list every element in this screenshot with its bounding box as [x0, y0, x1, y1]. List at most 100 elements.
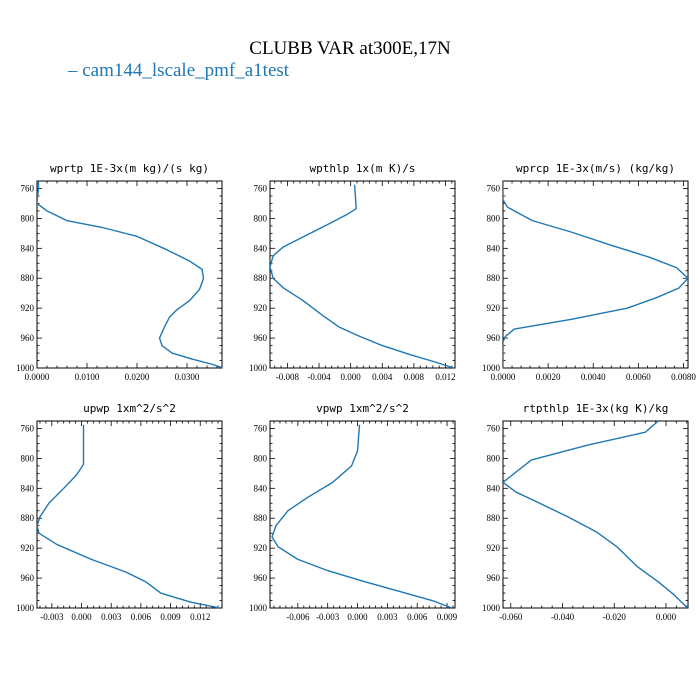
legend-series-name: cam144_lscale_pmf_a1test: [82, 60, 290, 81]
x-tick-label: 0.000: [341, 372, 362, 382]
y-tick-label: 920: [21, 303, 35, 313]
series-line: [270, 184, 454, 368]
y-tick-label: 1000: [16, 603, 35, 613]
y-tick-label: 880: [487, 273, 501, 283]
x-tick-label: 0.0040: [581, 372, 606, 382]
x-tick-label: -0.060: [499, 612, 523, 622]
y-tick-label: 880: [21, 513, 35, 523]
panel-1: wprtp 1E-3x(m kg)/(s kg) 760 800 840 880 920 9…: [16, 162, 223, 382]
plot-frame: [36, 180, 223, 369]
y-tick-label: 960: [254, 573, 268, 583]
x-tick-label: 0.0100: [75, 372, 100, 382]
x-tick-label: 0.003: [377, 612, 398, 622]
panel-title: rtpthlp 1E-3x(kg K)/kg: [523, 402, 669, 415]
series-line: [37, 181, 222, 368]
panel-6: rtpthlp 1E-3x(kg K)/kg 760 800 840 880 920 960…: [482, 402, 689, 622]
x-tick-label: 0.0000: [491, 372, 516, 382]
panel-4: upwp 1xm^2/s^2 760 800 840 880 920 960 1000 -0.0…: [16, 402, 223, 622]
y-tick-label: 920: [254, 303, 268, 313]
panel-2: wpthlp 1x(m K)/s 760 800 840 880 920 960 1000 -0…: [249, 162, 456, 382]
y-tick-label: 960: [487, 573, 501, 583]
x-tick-label: 0.0300: [175, 372, 200, 382]
plot-frame: [36, 420, 223, 609]
y-tick-label: 760: [21, 423, 35, 433]
x-tick-label: 0.009: [160, 612, 181, 622]
x-tick-label: 0.012: [190, 612, 210, 622]
x-tick-label: 0.000: [71, 612, 92, 622]
x-tick-label: -0.040: [551, 612, 575, 622]
x-tick-label: 0.0080: [671, 372, 696, 382]
y-tick-label: 920: [487, 303, 501, 313]
x-tick-label: 0.0000: [25, 372, 50, 382]
y-tick-label: 800: [254, 213, 268, 223]
panel-title: upwp 1xm^2/s^2: [83, 402, 176, 415]
y-tick-label: 840: [487, 483, 501, 493]
x-tick-label: 0.0020: [536, 372, 561, 382]
y-tick-label: 960: [21, 333, 35, 343]
x-tick-label: 0.006: [407, 612, 428, 622]
y-tick-label: 840: [21, 483, 35, 493]
y-tick-label: 960: [254, 333, 268, 343]
series-line: [271, 424, 453, 608]
panel-title: wprtp 1E-3x(m kg)/(s kg): [50, 162, 209, 175]
x-tick-label: -0.020: [603, 612, 627, 622]
y-tick-label: 760: [487, 183, 501, 193]
panel-5: vpwp 1xm^2/s^2 760 800 840 880 920 960 1000 -0.0…: [249, 402, 458, 622]
y-tick-label: 920: [254, 543, 268, 553]
series-line: [37, 424, 221, 608]
x-tick-label: 0.0060: [626, 372, 651, 382]
x-tick-label: 0.012: [435, 372, 455, 382]
panel-3: wprcp 1E-3x(m/s) (kg/kg) 760 800 840 880 920 9…: [482, 162, 696, 382]
y-tick-label: 760: [254, 423, 268, 433]
y-tick-label: 760: [21, 183, 35, 193]
y-tick-label: 840: [254, 243, 268, 253]
y-tick-label: 760: [487, 423, 501, 433]
x-tick-label: -0.004: [307, 372, 331, 382]
x-tick-label: -0.006: [286, 612, 310, 622]
y-tick-label: 880: [254, 273, 268, 283]
y-tick-label: 800: [487, 213, 501, 223]
y-tick-label: 920: [487, 543, 501, 553]
y-tick-label: 800: [487, 453, 501, 463]
x-tick-label: 0.008: [404, 372, 425, 382]
y-tick-label: 840: [487, 243, 501, 253]
x-tick-label: 0.004: [372, 372, 393, 382]
x-tick-label: 0.006: [131, 612, 152, 622]
legend: – cam144_lscale_pmf_a1test: [68, 60, 289, 82]
y-tick-label: 880: [254, 513, 268, 523]
y-tick-label: 960: [487, 333, 501, 343]
y-tick-label: 1000: [482, 603, 501, 613]
y-tick-label: 880: [21, 273, 35, 283]
series-line: [503, 421, 688, 608]
panel-title: vpwp 1xm^2/s^2: [316, 402, 409, 415]
x-tick-label: -0.003: [316, 612, 340, 622]
x-tick-label: -0.008: [276, 372, 300, 382]
plot-frame: [269, 180, 456, 369]
y-tick-label: 960: [21, 573, 35, 583]
y-tick-label: 1000: [482, 363, 501, 373]
panel-title: wprcp 1E-3x(m/s) (kg/kg): [516, 162, 675, 175]
y-tick-label: 840: [254, 483, 268, 493]
plot-frame: [502, 420, 689, 609]
y-tick-label: 800: [21, 213, 35, 223]
y-tick-label: 760: [254, 183, 268, 193]
y-tick-label: 1000: [249, 603, 268, 613]
x-tick-label: 0.003: [101, 612, 122, 622]
x-tick-label: 0.000: [347, 612, 368, 622]
y-tick-label: 880: [487, 513, 501, 523]
series-line: [503, 181, 688, 368]
x-tick-label: 0.009: [437, 612, 458, 622]
y-tick-label: 840: [21, 243, 35, 253]
plot-frame: [502, 180, 689, 369]
legend-line-marker: –: [68, 60, 78, 81]
y-tick-label: 800: [21, 453, 35, 463]
x-tick-label: -0.003: [40, 612, 64, 622]
x-tick-label: 0.0200: [125, 372, 150, 382]
y-tick-label: 800: [254, 453, 268, 463]
figure-title: CLUBB VAR at300E,17N: [249, 38, 451, 59]
panel-title: wpthlp 1x(m K)/s: [310, 162, 416, 175]
y-tick-label: 1000: [249, 363, 268, 373]
plot-frame: [269, 420, 456, 609]
y-tick-label: 920: [21, 543, 35, 553]
